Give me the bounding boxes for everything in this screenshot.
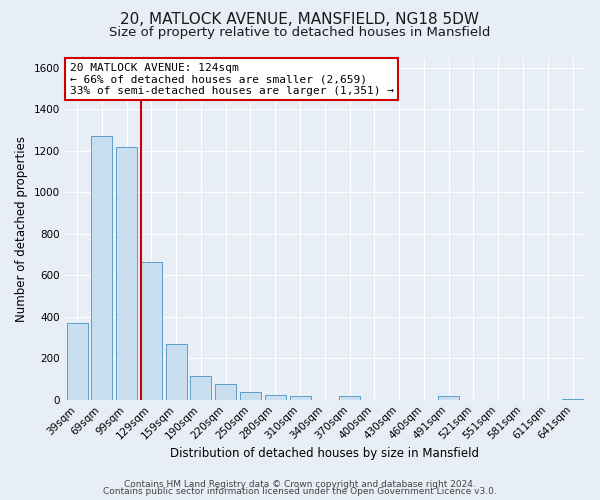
Bar (190, 376, 211, 400)
Text: 20, MATLOCK AVENUE, MANSFIELD, NG18 5DW: 20, MATLOCK AVENUE, MANSFIELD, NG18 5DW (121, 12, 479, 28)
Bar (141, 262, 162, 400)
Bar (91, 136, 112, 400)
Text: Contains public sector information licensed under the Open Government Licence v3: Contains public sector information licen… (103, 488, 497, 496)
Bar (116, 146, 137, 400)
Bar (215, 384, 236, 400)
Bar (265, 395, 286, 400)
Bar (339, 396, 360, 400)
Bar (290, 396, 311, 400)
Text: Contains HM Land Registry data © Crown copyright and database right 2024.: Contains HM Land Registry data © Crown c… (124, 480, 476, 489)
Bar (67, 323, 88, 400)
Bar (438, 396, 459, 400)
Text: 20 MATLOCK AVENUE: 124sqm
← 66% of detached houses are smaller (2,659)
33% of se: 20 MATLOCK AVENUE: 124sqm ← 66% of detac… (70, 62, 394, 96)
Bar (240, 392, 261, 400)
Y-axis label: Number of detached properties: Number of detached properties (15, 136, 28, 322)
Bar (166, 344, 187, 400)
X-axis label: Distribution of detached houses by size in Mansfield: Distribution of detached houses by size … (170, 447, 479, 460)
Text: Size of property relative to detached houses in Mansfield: Size of property relative to detached ho… (109, 26, 491, 39)
Bar (562, 398, 583, 400)
